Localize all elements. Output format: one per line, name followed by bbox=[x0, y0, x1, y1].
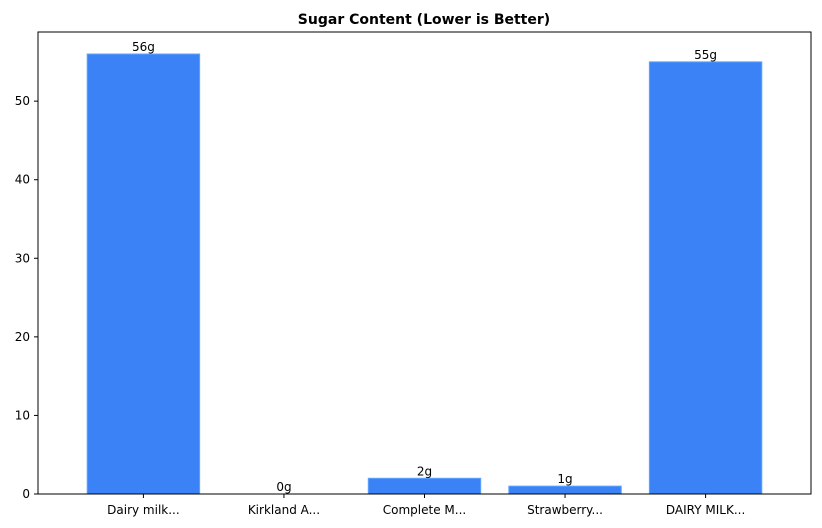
x-tick-label: Strawberry... bbox=[527, 503, 603, 517]
x-axis: Dairy milk... Kirkland A... Complete M... S… bbox=[107, 494, 745, 517]
y-tick-label: 0 bbox=[22, 487, 30, 501]
chart-title: Sugar Content (Lower is Better) bbox=[298, 12, 550, 28]
y-tick-label: 30 bbox=[15, 251, 30, 265]
bar-value-label: 55g bbox=[694, 48, 717, 62]
bar-value-label: 1g bbox=[557, 472, 572, 486]
y-tick-label: 10 bbox=[15, 408, 30, 422]
bar bbox=[86, 53, 201, 495]
bar bbox=[367, 477, 482, 495]
y-tick-label: 20 bbox=[15, 330, 30, 344]
x-tick-label: DAIRY MILK... bbox=[666, 503, 745, 517]
bar bbox=[648, 61, 763, 495]
x-tick-label: Complete M... bbox=[383, 503, 466, 517]
bar-value-label: 56g bbox=[132, 40, 155, 54]
x-tick-label: Kirkland A... bbox=[248, 503, 320, 517]
bars bbox=[86, 53, 763, 495]
x-tick-label: Dairy milk... bbox=[107, 503, 180, 517]
plot-frame bbox=[37, 31, 812, 495]
bar-value-label: 0g bbox=[276, 480, 291, 494]
data-labels: 56g 0g 2g 1g 55g bbox=[132, 40, 717, 494]
bar bbox=[508, 485, 622, 495]
y-tick-label: 50 bbox=[15, 94, 30, 108]
bar-value-label: 2g bbox=[417, 464, 432, 478]
y-axis: 0 10 20 30 40 50 bbox=[15, 94, 38, 501]
y-tick-label: 40 bbox=[15, 173, 30, 187]
